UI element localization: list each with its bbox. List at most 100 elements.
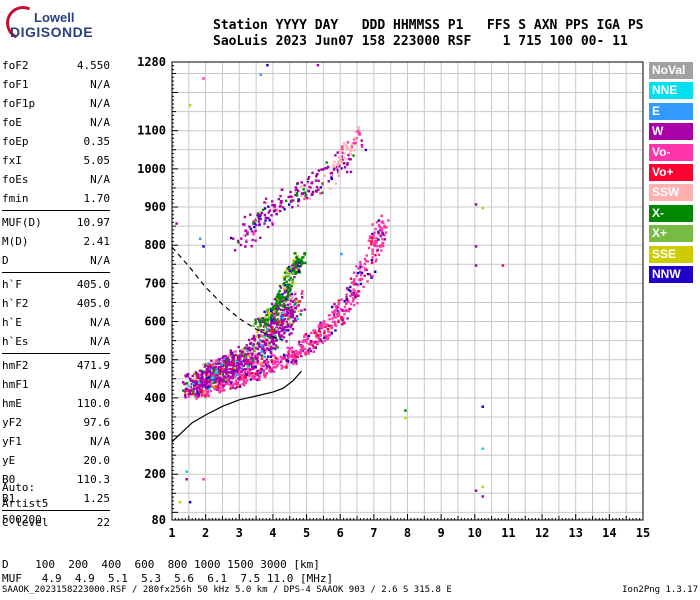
echo-point <box>379 245 382 248</box>
echo-point <box>232 364 236 367</box>
echo-point <box>278 289 281 293</box>
echo-point <box>264 373 267 376</box>
echo-point <box>216 385 219 389</box>
echo-point <box>260 319 263 323</box>
echo-point <box>284 199 288 202</box>
echo-point <box>279 286 283 289</box>
echo-point <box>280 327 283 330</box>
echo-point <box>273 362 276 365</box>
echo-point <box>285 272 289 275</box>
echo-point <box>251 337 254 340</box>
x-tick-label: 6 <box>337 526 344 540</box>
echo-point <box>193 373 196 376</box>
echo-point <box>243 370 247 373</box>
echo-point <box>302 340 305 343</box>
echo-point <box>251 358 255 361</box>
echo-point <box>251 238 254 242</box>
echo-point <box>305 351 308 354</box>
echo-point <box>357 126 360 129</box>
echo-point <box>281 316 285 320</box>
echo-point <box>279 201 282 205</box>
echo-point <box>281 365 285 368</box>
echo-point <box>292 320 295 323</box>
echo-point <box>379 229 382 232</box>
echo-point <box>337 301 341 305</box>
echo-point <box>301 296 304 299</box>
echo-point <box>375 236 378 240</box>
echo-point <box>328 318 331 321</box>
echo-point <box>360 139 363 142</box>
param-row-foes: foEs N/A <box>2 170 110 189</box>
echo-point <box>292 354 295 358</box>
param-value: 110.3 <box>76 473 110 486</box>
echo-point <box>281 303 284 307</box>
echo-point <box>345 301 348 304</box>
echo-point <box>223 368 226 371</box>
echo-point <box>382 221 385 225</box>
echo-point <box>277 295 281 298</box>
echo-point <box>265 201 268 205</box>
echo-point <box>279 293 282 296</box>
echo-point <box>216 388 219 391</box>
echo-point <box>378 232 381 236</box>
echo-point <box>352 288 355 291</box>
echo-point <box>197 381 201 385</box>
echo-point <box>315 185 319 189</box>
echo-point <box>242 352 245 356</box>
echo-point <box>274 303 278 306</box>
echo-point <box>254 218 258 222</box>
echo-point <box>275 360 278 363</box>
echo-point <box>481 495 485 498</box>
param-value: 2.41 <box>83 235 111 248</box>
echo-point <box>271 330 274 334</box>
echo-point <box>335 324 338 327</box>
echo-point <box>288 267 291 270</box>
echo-point <box>284 354 287 357</box>
echo-point <box>284 330 287 333</box>
echo-point <box>347 307 351 311</box>
echo-point <box>354 143 357 146</box>
echo-point <box>340 298 343 301</box>
echo-point <box>296 355 299 358</box>
echo-point <box>285 285 289 288</box>
echo-point <box>376 248 379 252</box>
param-value: 1.25 <box>83 492 111 505</box>
echo-point <box>374 270 377 273</box>
echo-point <box>288 272 292 275</box>
echo-point <box>182 381 185 384</box>
echo-point <box>257 352 261 355</box>
param-value: 110.0 <box>76 397 110 410</box>
echo-point <box>271 326 274 329</box>
echo-point <box>291 353 295 356</box>
echo-point <box>306 196 309 200</box>
echo-point <box>246 349 249 353</box>
echo-point <box>283 355 286 358</box>
echo-point <box>356 272 360 275</box>
echo-point <box>256 355 259 358</box>
echo-point <box>353 290 356 293</box>
echo-point <box>294 307 298 310</box>
echo-point <box>344 143 347 147</box>
echo-point <box>282 275 285 279</box>
echo-point <box>363 262 367 266</box>
echo-point <box>231 363 234 367</box>
echo-point <box>294 319 297 322</box>
echo-point <box>381 238 384 241</box>
echo-point <box>286 287 290 290</box>
echo-point <box>266 363 269 366</box>
echo-point <box>347 153 350 157</box>
echo-point <box>206 385 209 389</box>
echo-point <box>377 253 381 256</box>
echo-point <box>295 256 298 259</box>
param-row-yf1: yF1 N/A <box>2 432 110 451</box>
echo-point <box>301 345 305 348</box>
echo-point <box>340 161 344 164</box>
param-label: hmF1 <box>2 378 29 391</box>
echo-point <box>312 350 315 353</box>
echo-point <box>292 272 295 276</box>
plot-grid <box>171 62 644 520</box>
echo-point <box>240 373 243 377</box>
echo-point <box>360 145 364 148</box>
echo-point <box>218 361 221 365</box>
echo-point <box>188 393 192 396</box>
